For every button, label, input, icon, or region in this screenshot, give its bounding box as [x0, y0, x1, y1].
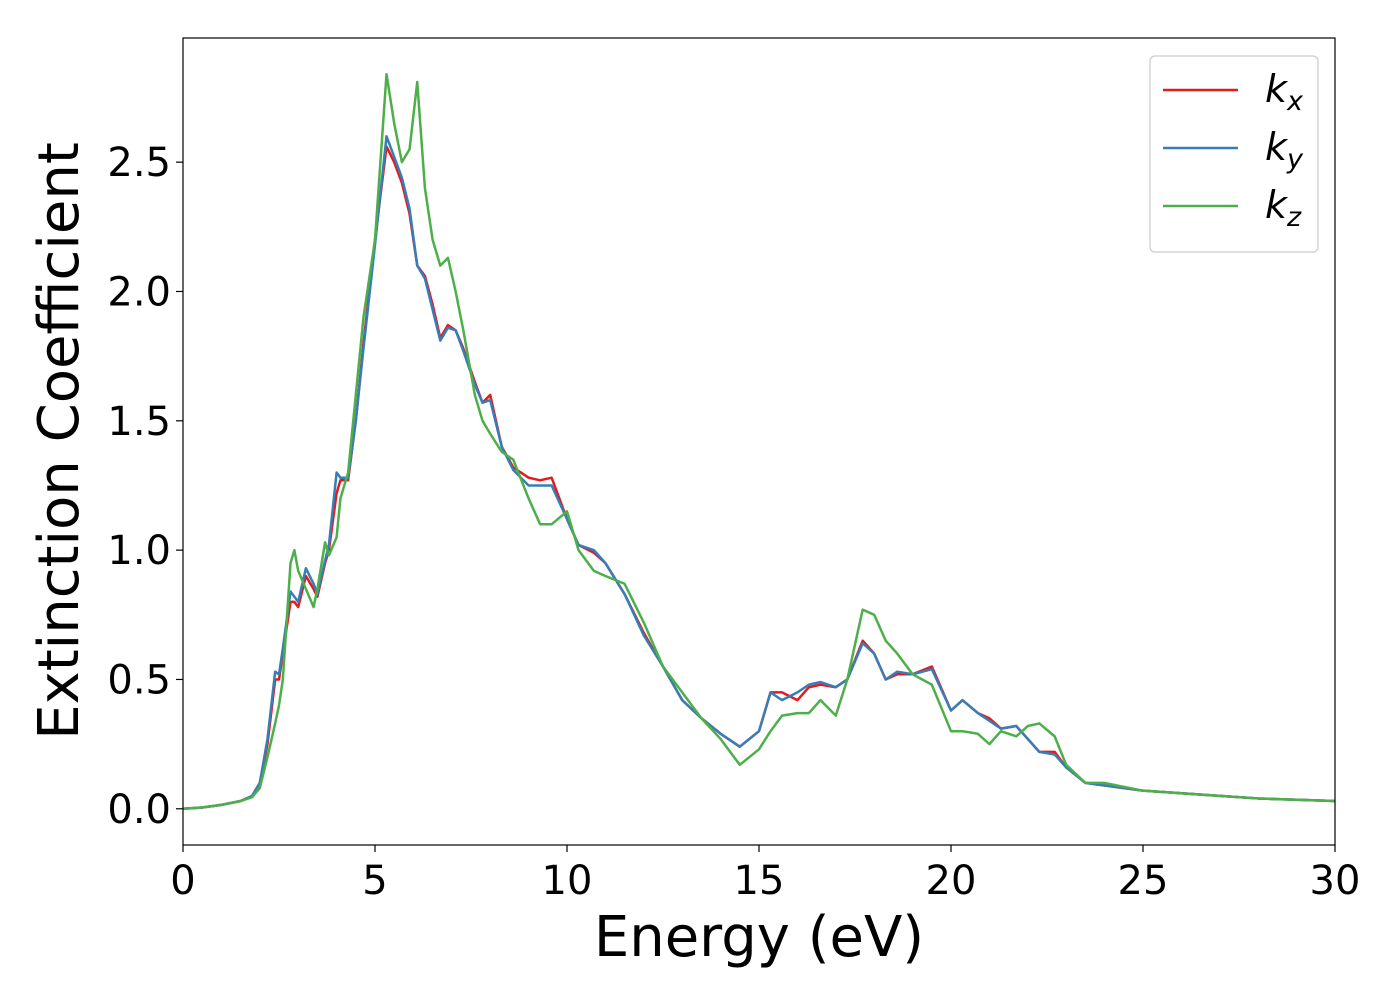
plot-frame	[182, 37, 1336, 846]
y-tick-label: 2.0	[107, 269, 171, 315]
x-axis-label: Energy (eV)	[594, 905, 924, 970]
legend-label: ky	[1265, 125, 1304, 175]
x-tick-label: 15	[734, 858, 785, 904]
y-tick-label: 1.5	[107, 399, 171, 445]
series-line	[182, 145, 1336, 811]
series-line	[182, 135, 1336, 811]
y-tick-label: 0.5	[107, 657, 171, 703]
x-tick-label: 0	[170, 858, 195, 904]
legend-label: kx	[1265, 67, 1304, 117]
y-tick-label: 0.0	[107, 787, 171, 833]
series-line	[182, 72, 1336, 811]
legend-box	[1149, 55, 1319, 253]
x-tick-label: 25	[1118, 858, 1169, 904]
y-axis-label: Extinction Coefficient	[27, 142, 92, 740]
x-tick-label: 5	[362, 858, 387, 904]
x-tick-label: 10	[542, 858, 593, 904]
legend-label: kz	[1265, 183, 1302, 233]
y-tick-label: 1.0	[107, 528, 171, 574]
y-tick-label: 2.5	[107, 140, 171, 186]
x-tick-label: 30	[1310, 858, 1361, 904]
x-tick-label: 20	[926, 858, 977, 904]
